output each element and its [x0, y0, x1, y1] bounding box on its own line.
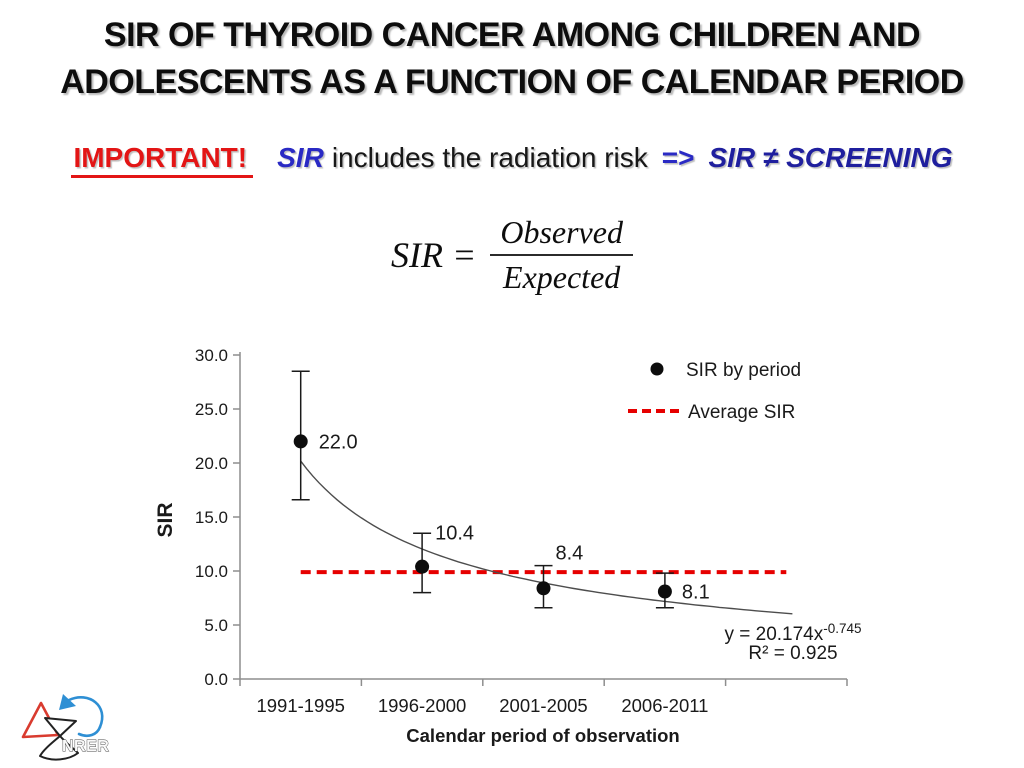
data-point — [657, 584, 672, 599]
y-tick-label: 15.0 — [195, 508, 228, 527]
trendline-exponent: -0.745 — [823, 621, 861, 636]
x-category-label: 2001-2005 — [499, 695, 587, 716]
formula-denominator: Expected — [503, 259, 621, 295]
title-line-1: SIR OF THYROID CANCER AMONG CHILDREN AND — [103, 16, 921, 54]
note-conclusion: SIR ≠ SCREENING — [708, 142, 953, 173]
sir-formula: SIR = Observed Expected — [0, 214, 1024, 296]
r-squared-label: R² = 0.925 — [748, 643, 837, 664]
logo-blue-arrowhead — [59, 694, 76, 710]
y-tick-label: 10.0 — [195, 562, 228, 581]
formula-lhs: SIR = — [391, 235, 477, 275]
x-axis-title: Calendar period of observation — [406, 725, 679, 746]
trendline-equation: y = 20.174x-0.745 — [724, 621, 861, 645]
y-tick-label: 30.0 — [195, 346, 228, 365]
y-tick-label: 0.0 — [204, 670, 228, 689]
x-category-label: 1996-2000 — [378, 695, 466, 716]
logo-blue-loop-tail — [77, 725, 102, 738]
logo-text: NRER — [62, 738, 109, 755]
important-label: IMPORTANT! — [71, 142, 254, 178]
formula-numerator: Observed — [490, 214, 633, 256]
nrer-logo: NRER — [21, 694, 109, 761]
x-category-label: 1991-1995 — [256, 695, 344, 716]
important-note: IMPORTANT! SIR includes the radiation risk… — [0, 142, 1024, 178]
note-sir-term: SIR — [277, 142, 324, 173]
logo-black-funnel-bottom — [39, 735, 79, 761]
y-tick-label: 25.0 — [195, 400, 228, 419]
y-tick-label: 5.0 — [204, 616, 228, 635]
data-label: 8.4 — [556, 542, 584, 564]
data-label: 10.4 — [435, 523, 474, 545]
data-label: 22.0 — [319, 431, 358, 453]
slide-title: SIR OF THYROID CANCER AMONG CHILDREN AND… — [0, 12, 1024, 106]
logo-blue-loop — [67, 696, 104, 729]
x-category-label: 2006-2011 — [621, 695, 708, 716]
formula-fraction: Observed Expected — [490, 214, 633, 296]
title-line-2: ADOLESCENTS AS A FUNCTION OF CALENDAR PE… — [60, 63, 964, 101]
data-label: 8.1 — [682, 582, 710, 604]
y-axis-title: SIR — [154, 502, 177, 537]
data-point — [536, 581, 551, 596]
legend-label-sir-by-period: SIR by period — [686, 360, 801, 381]
y-tick-label: 20.0 — [195, 454, 228, 473]
data-point — [293, 434, 308, 449]
data-point — [415, 559, 430, 574]
note-arrow: => — [661, 142, 695, 173]
legend-marker-dot — [650, 362, 664, 376]
note-body: includes the radiation risk — [331, 142, 648, 173]
legend-label-average-sir: Average SIR — [688, 402, 795, 423]
logo-black-funnel-top — [44, 717, 77, 737]
